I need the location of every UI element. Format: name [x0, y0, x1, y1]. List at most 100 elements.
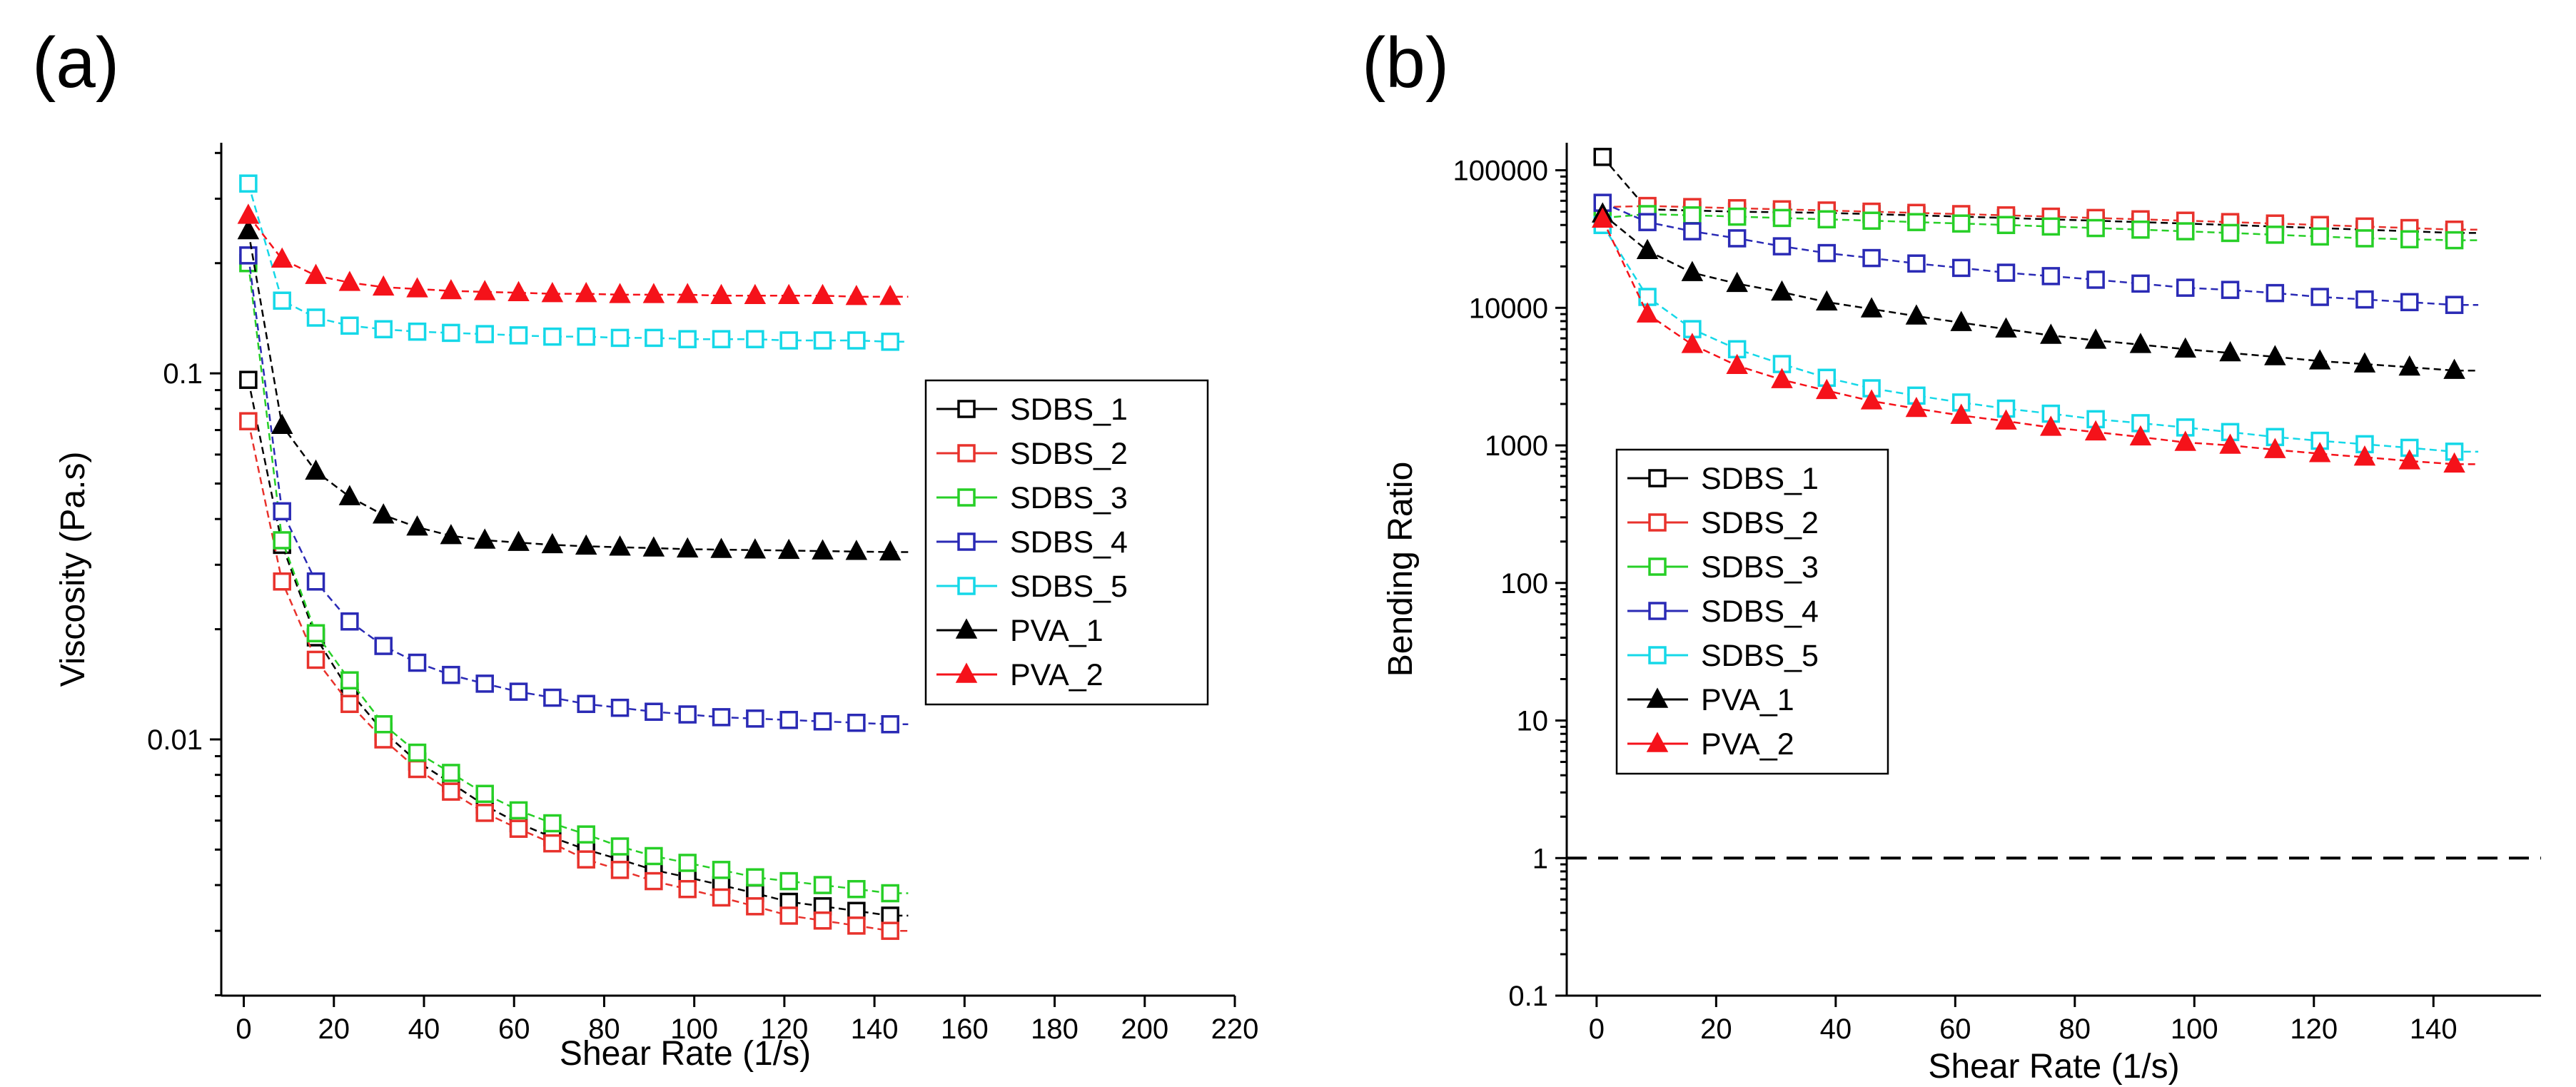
series-sdbs-4: [1593, 193, 2479, 314]
data-point: [779, 711, 798, 729]
series-line: [247, 420, 909, 932]
data-point: [1772, 237, 1792, 256]
data-point: [1862, 248, 1881, 268]
x-tick-label: 20: [1700, 1013, 1732, 1045]
data-point: [1996, 216, 2016, 234]
data-point: [712, 330, 731, 348]
data-point: [273, 531, 291, 550]
legend-marker: [955, 618, 978, 639]
data-point: [475, 784, 494, 804]
data-point: [812, 539, 834, 560]
data-point: [610, 328, 630, 348]
data-point: [305, 263, 327, 284]
data-point: [881, 715, 899, 734]
legend-label: SDBS_3: [1701, 550, 1819, 585]
legend-marker: [1648, 602, 1667, 620]
data-point: [847, 713, 866, 732]
data-point: [408, 743, 427, 762]
data-point: [642, 283, 665, 303]
data-point: [2176, 278, 2195, 297]
data-point: [744, 538, 767, 559]
legend-label: SDBS_5: [1701, 639, 1819, 673]
axes: 0 20 40 60 80 100 120 140 100000 10000 1000 100 10 1 0…: [1382, 143, 2541, 1086]
x-tick-label: 0: [1589, 1013, 1605, 1045]
data-point: [2040, 323, 2062, 344]
data-point: [1681, 333, 1704, 353]
legend-marker: [1648, 557, 1667, 576]
data-point: [271, 413, 293, 435]
data-point: [712, 861, 731, 879]
data-point: [1683, 222, 1702, 241]
data-point: [406, 515, 428, 536]
data-point: [372, 275, 395, 296]
data-point: [1727, 229, 1747, 248]
data-point: [442, 782, 460, 801]
y-tick-label: 0.01: [147, 724, 203, 756]
data-point: [2131, 274, 2150, 293]
data-point: [507, 530, 530, 551]
data-point: [374, 320, 393, 339]
data-point: [2445, 231, 2464, 250]
data-point: [710, 537, 732, 558]
data-point: [2308, 442, 2331, 462]
data-point: [306, 572, 325, 591]
data-point: [2400, 293, 2419, 312]
data-point: [2219, 340, 2241, 362]
data-point: [813, 911, 832, 930]
legend-marker: [1646, 687, 1669, 708]
legend-item: SDBS_5: [1627, 639, 1819, 673]
data-point: [2129, 333, 2152, 353]
data-point: [575, 281, 597, 303]
data-point: [1593, 148, 1612, 166]
data-point: [509, 801, 528, 820]
data-point: [746, 897, 764, 916]
data-point: [881, 333, 899, 351]
data-point: [645, 702, 663, 721]
legend-label: SDBS_1: [1010, 393, 1128, 427]
series-line: [247, 215, 909, 298]
x-tick-label: 80: [588, 1013, 620, 1045]
data-point: [1681, 261, 1704, 281]
legend-marker: [957, 532, 976, 551]
legend-item: SDBS_4: [1627, 595, 1819, 629]
legend-label: SDBS_2: [1010, 437, 1128, 471]
data-point: [2041, 267, 2061, 285]
legend-item: PVA_2: [936, 658, 1103, 692]
y-tick-label: 0.1: [1508, 981, 1548, 1012]
data-point: [1950, 310, 1972, 331]
legend-label: PVA_2: [1010, 658, 1103, 692]
data-point: [2355, 229, 2374, 248]
data-point: [1771, 280, 1793, 301]
data-point: [543, 814, 562, 833]
data-point: [442, 764, 460, 782]
y-tick-label: 10000: [1469, 293, 1548, 324]
legend-item: SDBS_3: [1627, 550, 1819, 585]
data-point: [746, 709, 764, 728]
data-point: [710, 283, 732, 305]
data-point: [610, 861, 630, 879]
legend-label: PVA_2: [1701, 727, 1794, 762]
data-point: [847, 916, 866, 935]
legend-item: SDBS_4: [936, 525, 1128, 560]
data-point: [609, 283, 631, 303]
data-point: [239, 174, 258, 193]
data-point: [2266, 226, 2285, 244]
data-point: [473, 280, 496, 300]
data-point: [879, 540, 901, 561]
data-point: [2310, 227, 2329, 246]
data-point: [2040, 415, 2062, 436]
data-point: [2221, 223, 2240, 243]
data-point: [340, 671, 359, 689]
data-point: [374, 715, 393, 734]
series-pva-2: [1591, 207, 2479, 473]
y-tick-label: 1: [1532, 843, 1548, 874]
data-point: [1950, 403, 1972, 424]
data-point: [237, 218, 260, 240]
legend-item: SDBS_1: [1627, 462, 1819, 496]
legend: SDBS_1 SDBS_2 SDBS_3 SDBS_4 SDBS_5 PVA_1 PVA_2: [1615, 448, 1889, 775]
data-point: [575, 534, 597, 555]
y-tick-label: 0.1: [163, 358, 203, 390]
legend-label: SDBS_1: [1701, 462, 1819, 496]
data-point: [2443, 452, 2465, 473]
